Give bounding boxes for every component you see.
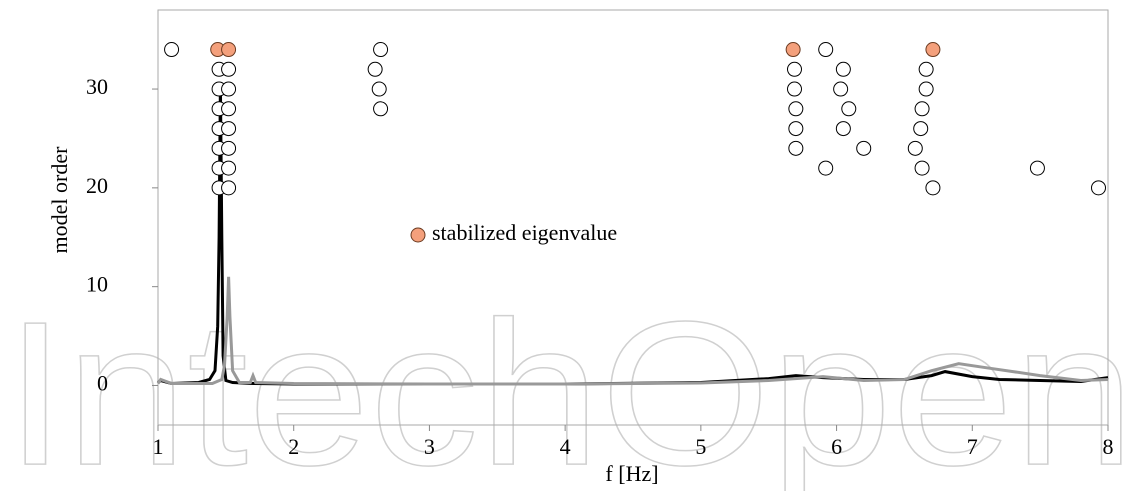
legend-marker: [410, 227, 426, 243]
y-tick-label: 10: [86, 272, 108, 297]
stable-pole: [221, 42, 237, 58]
x-tick-label: 6: [831, 434, 842, 459]
spectrum-line: [156, 276, 1109, 386]
x-tick-label: 2: [288, 434, 299, 459]
x-tick-label: 5: [695, 434, 706, 459]
pole: [907, 140, 923, 156]
pole: [221, 121, 237, 137]
pole: [818, 160, 834, 176]
pole: [1091, 180, 1106, 196]
pole: [835, 121, 851, 137]
pole: [221, 61, 237, 77]
x-tick-label: 3: [424, 434, 435, 459]
x-tick-label: 8: [1103, 434, 1114, 459]
stable-pole: [785, 42, 801, 58]
pole: [367, 61, 383, 77]
pole: [164, 42, 180, 58]
y-tick-label: 30: [86, 74, 108, 99]
pole: [1029, 160, 1045, 176]
pole: [221, 160, 237, 176]
pole: [914, 160, 930, 176]
pole: [918, 61, 934, 77]
pole: [788, 140, 804, 156]
x-tick-label: 4: [560, 434, 571, 459]
pole: [856, 140, 872, 156]
y-tick-label: 0: [97, 371, 108, 396]
pole: [787, 61, 802, 77]
pole: [835, 61, 851, 77]
pole: [221, 81, 237, 97]
pole: [373, 101, 389, 117]
plot-frame: [157, 9, 1109, 426]
pole: [925, 180, 941, 196]
pole: [221, 140, 237, 156]
y-tick-label: 20: [86, 173, 108, 198]
pole: [221, 180, 237, 196]
pole: [221, 101, 237, 117]
y-axis-label: model order: [47, 146, 72, 254]
pole: [818, 42, 834, 58]
stable-pole: [925, 42, 941, 58]
x-tick-label: 1: [153, 434, 164, 459]
pole: [913, 121, 929, 137]
pole: [788, 101, 804, 117]
pole: [373, 42, 389, 58]
pole: [787, 81, 802, 97]
pole: [918, 81, 934, 97]
pole: [371, 81, 387, 97]
legend-label: stabilized eigenvalue: [432, 220, 617, 245]
pole: [833, 81, 849, 97]
pole: [914, 101, 930, 117]
pole: [841, 101, 857, 117]
x-axis-label: f [Hz]: [605, 461, 658, 486]
pole: [788, 121, 804, 137]
x-tick-label: 7: [967, 434, 978, 459]
